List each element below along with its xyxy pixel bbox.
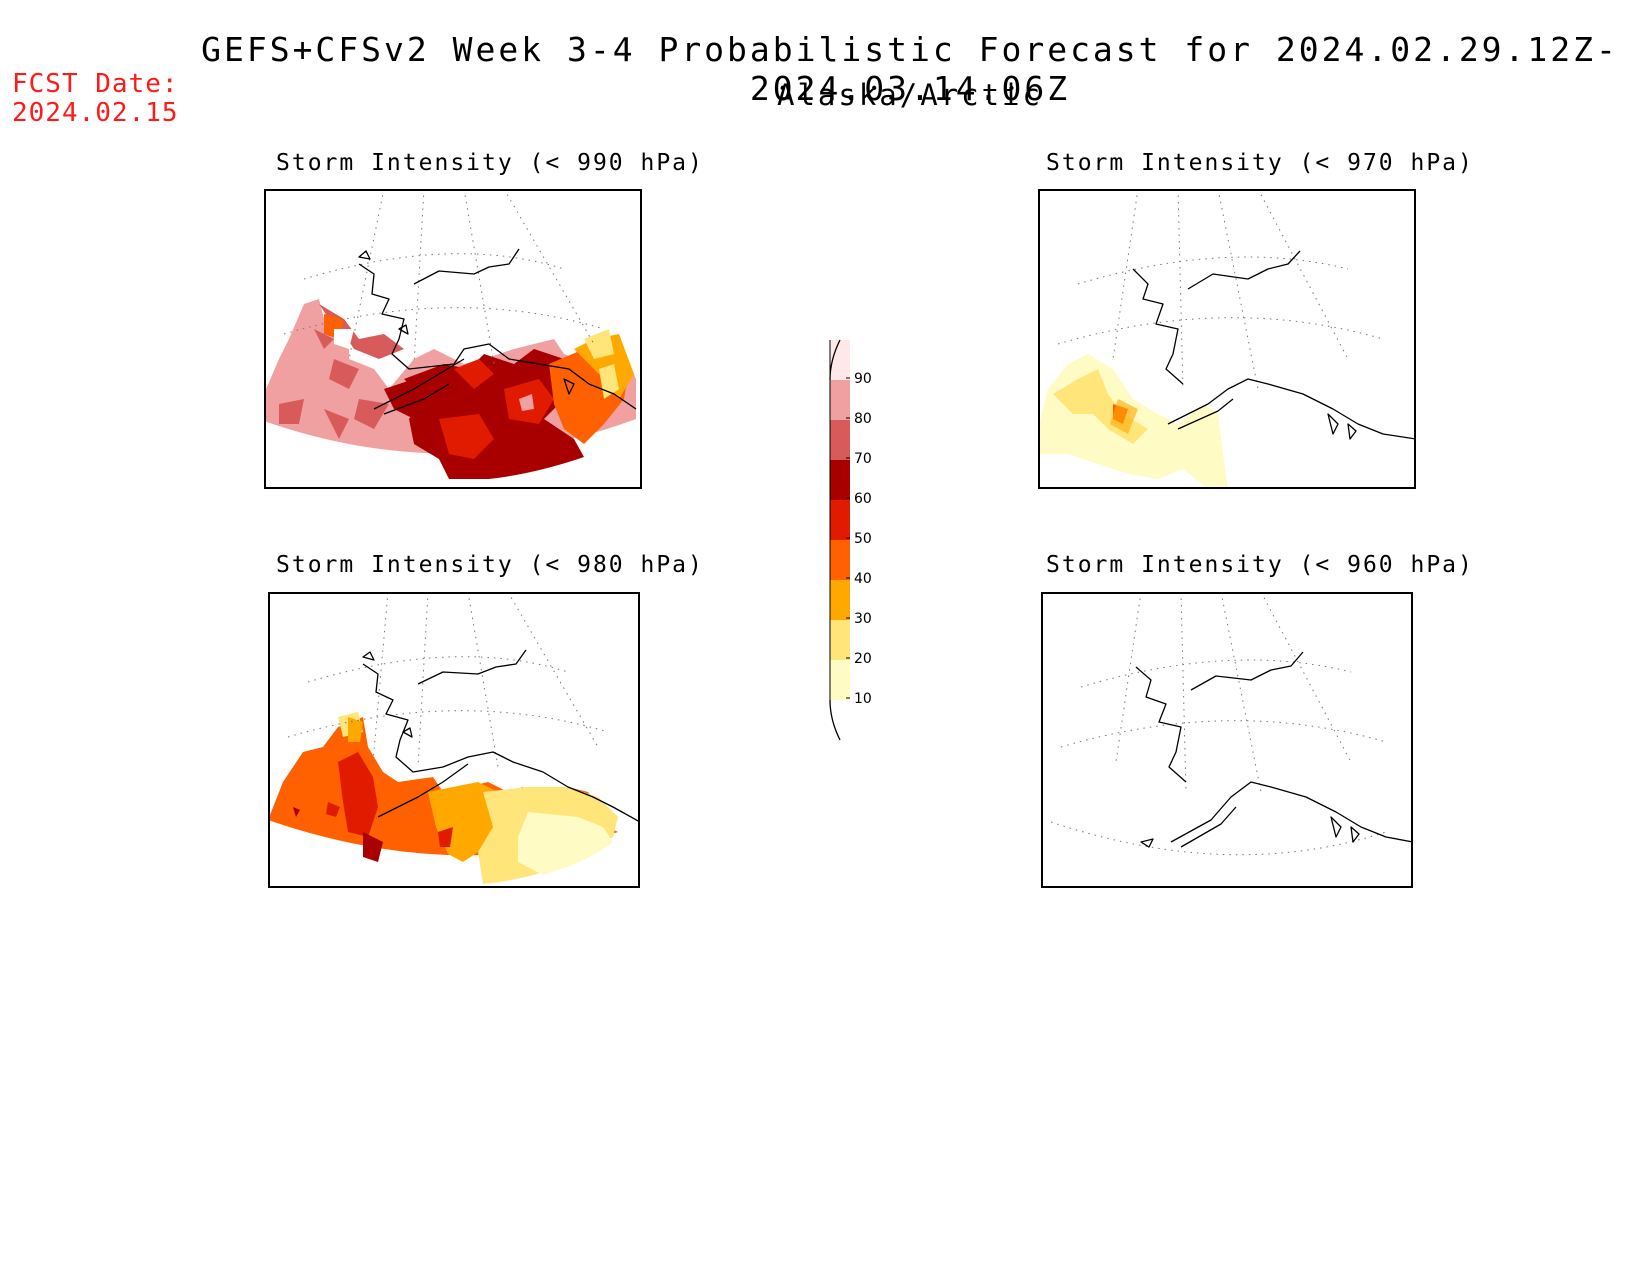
colorbar-box-6	[830, 460, 850, 500]
colorbar-label: 80	[854, 411, 872, 427]
colorbar-box-7	[830, 420, 850, 460]
colorbar-boxes	[830, 340, 850, 700]
coastline-960	[1135, 651, 1413, 848]
map-990	[264, 189, 642, 489]
panel-title-980: Storm Intensity (< 980 hPa)	[276, 552, 704, 578]
probability-fill-980	[268, 712, 618, 888]
colorbar-box-3	[830, 580, 850, 620]
colorbar-label: 70	[854, 451, 872, 467]
colorbar-label: 30	[854, 611, 872, 627]
graticule-990	[283, 189, 605, 365]
map-980	[268, 592, 640, 888]
colorbar-box-2	[830, 620, 850, 660]
forecast-date-block: FCST Date: 2024.02.15	[12, 70, 179, 128]
colorbar-label: 40	[854, 571, 872, 587]
colorbar-label: 90	[854, 371, 872, 387]
main-title: GEFS+CFSv2 Week 3-4 Probabilistic Foreca…	[201, 30, 1619, 108]
colorbar-bottom-arrow	[829, 699, 841, 741]
colorbar-box-5	[830, 500, 850, 540]
colorbar-labels: 10 20 30 40 50 60 70 80 90	[829, 340, 872, 707]
panel-title-960: Storm Intensity (< 960 hPa)	[1046, 552, 1474, 578]
colorbar-label: 60	[854, 491, 872, 507]
colorbar-label: 20	[854, 651, 872, 667]
graticule-980	[287, 592, 609, 768]
colorbar-box-1	[830, 660, 850, 700]
graticule-970	[1057, 189, 1384, 390]
region-subtitle: Alaska/Arctic	[777, 78, 1043, 112]
coastline-990	[358, 248, 637, 415]
panel-title-990: Storm Intensity (< 990 hPa)	[276, 150, 704, 176]
map-960	[1041, 592, 1413, 888]
colorbar-box-8	[830, 380, 850, 420]
coastline-980	[362, 649, 640, 823]
forecast-date-value: 2024.02.15	[12, 98, 179, 128]
map-frame-960	[1041, 592, 1413, 888]
map-frame-970	[1038, 189, 1416, 489]
panel-title-970: Storm Intensity (< 970 hPa)	[1046, 150, 1474, 176]
map-frame-980	[268, 592, 640, 888]
probability-fill-990	[264, 299, 636, 489]
colorbar: 10 20 30 40 50 60 70 80 90	[829, 339, 872, 741]
colorbar-label: 50	[854, 531, 872, 547]
probability-fill-970	[1038, 354, 1228, 489]
colorbar-box-4	[830, 540, 850, 580]
forecast-date-label: FCST Date:	[12, 69, 179, 99]
coastline-970	[1132, 250, 1416, 440]
graticule-960	[1050, 592, 1387, 856]
map-frame-990	[264, 189, 642, 489]
colorbar-label: 10	[854, 691, 872, 707]
map-970	[1038, 189, 1416, 489]
